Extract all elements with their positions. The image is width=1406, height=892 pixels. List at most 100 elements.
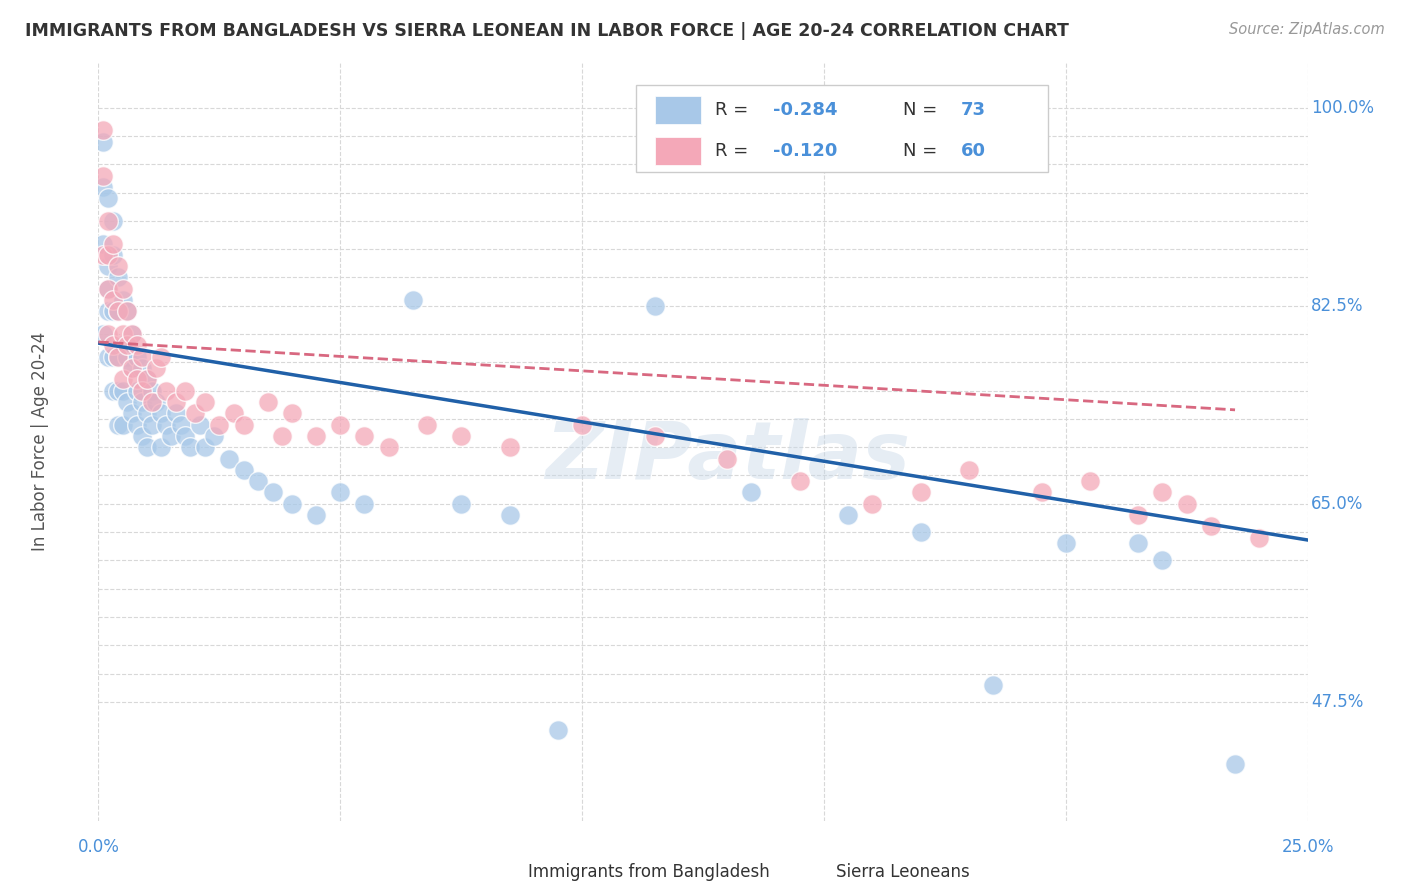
Point xyxy=(1199,519,1222,533)
Point xyxy=(141,395,163,409)
Text: Sierra Leoneans: Sierra Leoneans xyxy=(837,863,970,881)
Point xyxy=(150,406,173,420)
Point xyxy=(145,395,167,409)
Point xyxy=(644,299,666,313)
Point xyxy=(194,440,217,454)
Point xyxy=(1128,508,1150,522)
Point xyxy=(498,440,520,454)
Point xyxy=(91,180,114,194)
Point xyxy=(107,350,129,364)
Point xyxy=(121,326,143,341)
Point xyxy=(174,429,197,443)
Point xyxy=(111,326,134,341)
Point xyxy=(644,429,666,443)
Point xyxy=(329,417,352,432)
Point xyxy=(101,350,124,364)
Point xyxy=(1175,497,1198,511)
Point xyxy=(131,361,153,376)
Point xyxy=(101,214,124,228)
Text: 47.5%: 47.5% xyxy=(1312,693,1364,711)
Text: In Labor Force | Age 20-24: In Labor Force | Age 20-24 xyxy=(31,332,49,551)
Point xyxy=(127,417,149,432)
Point xyxy=(135,406,157,420)
Point xyxy=(450,497,472,511)
Bar xyxy=(474,855,516,888)
Point xyxy=(188,417,211,432)
Point xyxy=(860,497,883,511)
Point xyxy=(111,372,134,386)
Point xyxy=(281,406,304,420)
Text: 73: 73 xyxy=(960,101,986,119)
Point xyxy=(232,417,254,432)
Point xyxy=(1152,485,1174,500)
Point xyxy=(121,361,143,376)
Point xyxy=(247,474,270,488)
Text: -0.120: -0.120 xyxy=(773,142,838,160)
Point xyxy=(131,350,153,364)
Point xyxy=(91,135,114,149)
Point xyxy=(155,417,177,432)
Point xyxy=(353,497,375,511)
Point xyxy=(135,372,157,386)
Point xyxy=(97,304,120,318)
Point xyxy=(1152,553,1174,567)
Point xyxy=(271,429,294,443)
Point xyxy=(135,440,157,454)
Point xyxy=(131,395,153,409)
Text: 60: 60 xyxy=(960,142,986,160)
Point xyxy=(571,417,593,432)
Text: Source: ZipAtlas.com: Source: ZipAtlas.com xyxy=(1229,22,1385,37)
Point xyxy=(353,429,375,443)
Point xyxy=(377,440,399,454)
Text: IMMIGRANTS FROM BANGLADESH VS SIERRA LEONEAN IN LABOR FORCE | AGE 20-24 CORRELAT: IMMIGRANTS FROM BANGLADESH VS SIERRA LEO… xyxy=(25,22,1069,40)
Point xyxy=(97,248,120,262)
Point xyxy=(101,304,124,318)
Point xyxy=(1031,485,1053,500)
Point xyxy=(262,485,284,500)
Point xyxy=(222,406,245,420)
Point xyxy=(97,191,120,205)
Point xyxy=(165,395,187,409)
Point xyxy=(117,350,139,364)
Point xyxy=(184,406,207,420)
Point xyxy=(716,451,738,466)
Point xyxy=(97,259,120,273)
Point xyxy=(101,236,124,251)
Text: 25.0%: 25.0% xyxy=(1281,838,1334,855)
Point xyxy=(957,463,980,477)
Point xyxy=(169,417,191,432)
Point xyxy=(910,485,932,500)
Text: -0.284: -0.284 xyxy=(773,101,838,119)
Point xyxy=(1249,531,1271,545)
Point xyxy=(150,350,173,364)
Point xyxy=(498,508,520,522)
Bar xyxy=(637,85,1047,172)
Point xyxy=(155,384,177,398)
Point xyxy=(127,384,149,398)
Point xyxy=(97,282,120,296)
Point xyxy=(141,384,163,398)
Bar xyxy=(655,136,700,164)
Point xyxy=(402,293,425,307)
Point xyxy=(107,384,129,398)
Point xyxy=(111,338,134,352)
Text: ZIPatlas: ZIPatlas xyxy=(544,417,910,496)
Text: 0.0%: 0.0% xyxy=(77,838,120,855)
Point xyxy=(121,406,143,420)
Point xyxy=(101,293,124,307)
Point xyxy=(107,417,129,432)
Point xyxy=(1223,757,1246,772)
Point xyxy=(97,350,120,364)
Point xyxy=(256,395,278,409)
Point xyxy=(131,429,153,443)
Point xyxy=(232,463,254,477)
Point xyxy=(131,384,153,398)
Point xyxy=(91,123,114,137)
Point xyxy=(789,474,811,488)
Point xyxy=(107,270,129,285)
Point xyxy=(111,293,134,307)
Point xyxy=(91,169,114,183)
Point xyxy=(174,384,197,398)
Point xyxy=(107,350,129,364)
Point xyxy=(981,678,1004,692)
